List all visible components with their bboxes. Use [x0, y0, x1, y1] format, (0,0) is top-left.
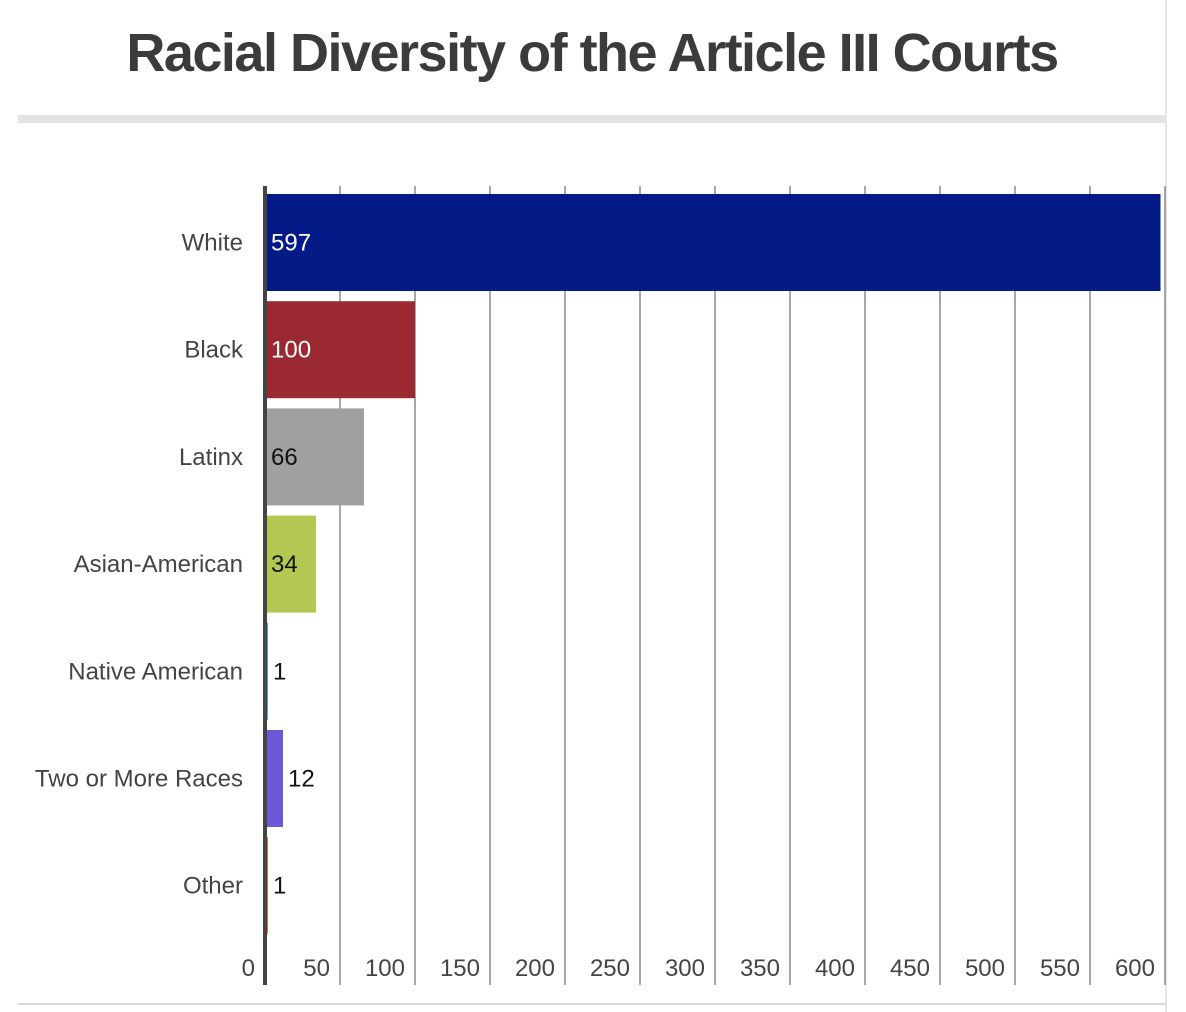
category-label: White: [182, 230, 243, 257]
value-label: 34: [271, 551, 298, 578]
x-tick-label: 450: [890, 955, 930, 982]
bar: [265, 408, 364, 506]
x-tick-label: 550: [1040, 955, 1080, 982]
x-tick-label: 150: [440, 955, 480, 982]
x-tick-label: 600: [1115, 955, 1155, 982]
category-label: Asian-American: [74, 551, 243, 578]
value-label: 66: [271, 444, 298, 471]
title-divider: [18, 115, 1166, 123]
category-label: Two or More Races: [35, 766, 243, 793]
x-tick-label: 300: [665, 955, 705, 982]
bar: [265, 730, 283, 827]
value-label: 12: [288, 766, 315, 793]
x-tick-label: 400: [815, 955, 855, 982]
x-tick-label: 100: [365, 955, 405, 982]
x-tick-label: 350: [740, 955, 780, 982]
value-label: 597: [271, 230, 311, 257]
value-label: 100: [271, 337, 311, 364]
category-label: Black: [184, 337, 244, 364]
x-tick-label: 250: [590, 955, 630, 982]
value-label: 1: [273, 658, 286, 685]
bar: [265, 301, 415, 399]
bar: [265, 515, 316, 613]
category-label: Native American: [68, 658, 243, 685]
bar: [265, 194, 1161, 291]
category-label: Latinx: [179, 444, 243, 471]
value-label: 1: [273, 873, 286, 900]
chart-title: Racial Diversity of the Article III Cour…: [126, 23, 1059, 83]
x-tick-label: 50: [303, 955, 330, 982]
x-tick-label: 500: [965, 955, 1005, 982]
frame-bottom-divider: [18, 1003, 1166, 1005]
category-label: Other: [183, 873, 243, 900]
frame-right-edge: [1165, 0, 1167, 1012]
x-tick-label: 0: [242, 955, 255, 982]
x-tick-label: 200: [515, 955, 555, 982]
